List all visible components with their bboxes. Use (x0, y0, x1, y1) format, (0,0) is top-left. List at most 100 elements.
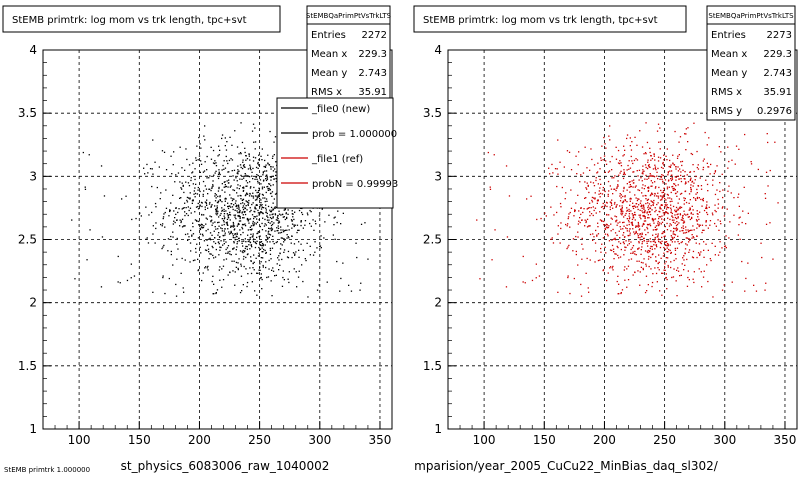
scatter-point (164, 211, 166, 214)
scatter-point (625, 246, 627, 249)
scatter-point (664, 244, 667, 246)
scatter-point (243, 217, 245, 219)
scatter-point (629, 145, 631, 147)
scatter-point (280, 243, 282, 245)
scatter-point (596, 172, 598, 174)
scatter-point (653, 176, 656, 178)
scatter-point (246, 201, 248, 203)
scatter-point (681, 160, 684, 163)
scatter-point (247, 240, 249, 243)
scatter-point (597, 233, 600, 235)
scatter-point (232, 233, 234, 235)
scatter-point (664, 206, 666, 208)
stats-value: 2272 (362, 30, 387, 41)
stats-value: 229.3 (763, 49, 792, 60)
scatter-point (648, 255, 650, 258)
scatter-point (693, 182, 695, 184)
scatter-point (669, 218, 671, 221)
scatter-point (690, 152, 692, 155)
scatter-point (218, 187, 220, 190)
scatter-point (252, 178, 254, 180)
scatter-point (624, 279, 626, 281)
scatter-point (661, 178, 663, 180)
scatter-point (745, 277, 747, 280)
scatter-point (600, 159, 602, 161)
scatter-point (240, 202, 242, 205)
scatter-point (657, 156, 660, 158)
scatter-point (266, 276, 268, 279)
scatter-point (236, 225, 238, 227)
scatter-point (214, 205, 216, 207)
scatter-point (616, 224, 618, 226)
scatter-point (652, 201, 654, 204)
scatter-point (238, 214, 240, 217)
scatter-point (201, 227, 203, 229)
scatter-point (239, 250, 242, 252)
scatter-point (261, 148, 263, 150)
scatter-point (663, 196, 665, 198)
scatter-point (270, 280, 272, 282)
scatter-point (678, 198, 680, 200)
scatter-point (695, 242, 697, 244)
scatter-point (689, 209, 691, 211)
scatter-point (215, 208, 217, 210)
scatter-point (224, 204, 226, 206)
scatter-point (247, 220, 250, 222)
scatter-point (669, 170, 671, 172)
scatter-point (233, 260, 235, 262)
scatter-point (188, 197, 190, 199)
scatter-point (641, 241, 644, 243)
scatter-point (602, 237, 605, 239)
scatter-point (245, 200, 247, 202)
scatter-point (232, 223, 235, 225)
scatter-point (210, 221, 212, 223)
scatter-point (649, 225, 652, 227)
scatter-point (637, 270, 639, 272)
scatter-point (253, 240, 255, 243)
scatter-point (291, 220, 293, 222)
scatter-point (617, 180, 619, 182)
scatter-point (648, 265, 650, 268)
scatter-point (489, 186, 491, 188)
scatter-point (684, 248, 687, 250)
scatter-point (212, 246, 214, 249)
scatter-point (185, 207, 187, 209)
scatter-point (698, 225, 700, 228)
scatter-point (675, 280, 677, 282)
scatter-point (750, 163, 753, 165)
scatter-point (264, 197, 266, 199)
scatter-point (628, 223, 630, 226)
scatter-point (664, 212, 666, 215)
scatter-point (647, 231, 649, 234)
scatter-point (273, 207, 276, 209)
scatter-point (229, 214, 232, 216)
scatter-point (705, 179, 707, 181)
scatter-point (673, 187, 675, 190)
scatter-point (646, 226, 648, 229)
scatter-point (696, 220, 698, 222)
scatter-point (291, 223, 294, 225)
scatter-point (284, 208, 286, 210)
scatter-point (608, 225, 610, 227)
scatter-point (567, 275, 569, 277)
scatter-point (656, 130, 659, 132)
scatter-point (274, 214, 277, 216)
scatter-point (243, 211, 246, 213)
scatter-point (696, 150, 698, 153)
scatter-point (649, 194, 652, 197)
scatter-point (342, 262, 344, 264)
scatter-point (649, 147, 651, 149)
scatter-point (725, 247, 727, 249)
stats-value: 2273 (767, 30, 792, 41)
scatter-point (256, 236, 258, 239)
scatter-point (647, 284, 649, 286)
right-panel: StEMB primtrk: log mom vs trk length, tp… (413, 5, 798, 473)
scatter-point (476, 219, 478, 221)
scatter-point (613, 238, 615, 240)
scatter-point (581, 243, 583, 245)
scatter-point (661, 204, 663, 206)
scatter-point (649, 223, 651, 225)
scatter-point (272, 216, 274, 218)
scatter-point (630, 241, 632, 243)
